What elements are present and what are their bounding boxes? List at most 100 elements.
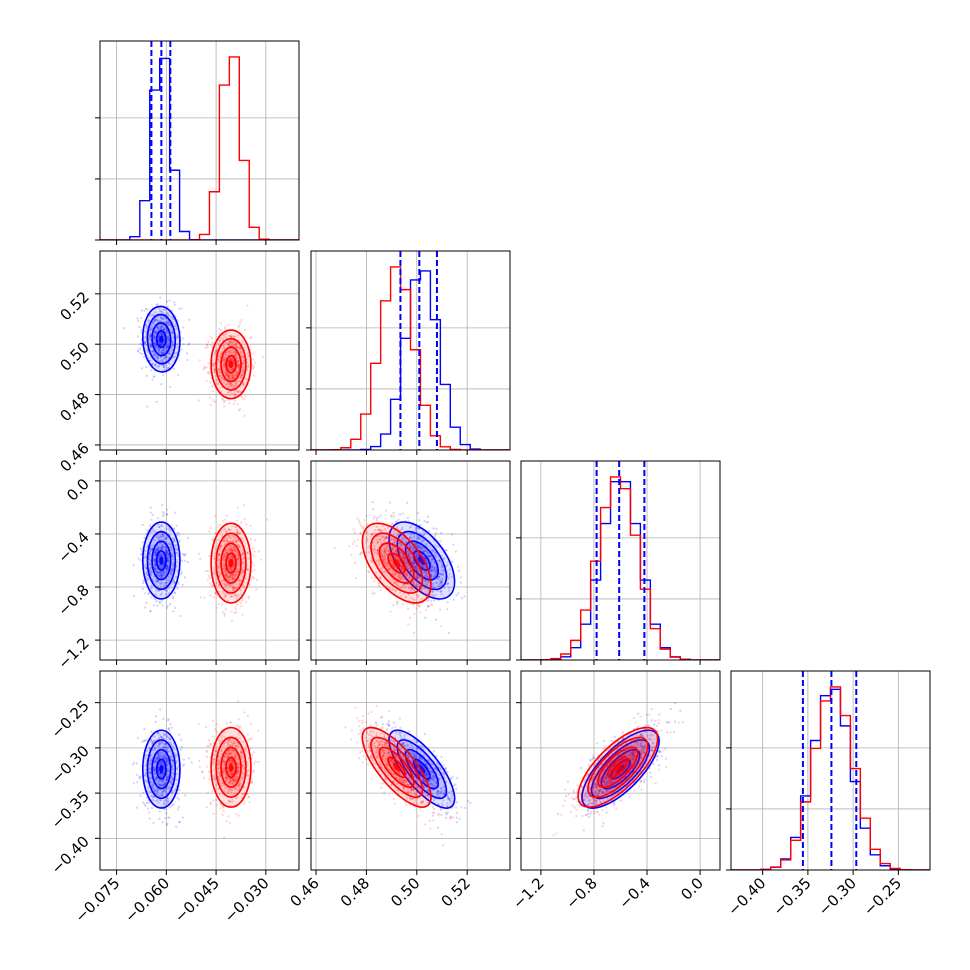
sample-point bbox=[231, 547, 234, 550]
sample-point bbox=[440, 578, 444, 581]
sample-point bbox=[400, 543, 403, 546]
sample-point bbox=[153, 529, 156, 532]
sample-point bbox=[402, 584, 405, 587]
sample-point bbox=[230, 573, 233, 577]
sample-point bbox=[417, 595, 420, 598]
sample-point bbox=[233, 384, 237, 387]
sample-point bbox=[426, 515, 430, 518]
sample-point bbox=[353, 561, 357, 565]
sample-point bbox=[232, 561, 236, 564]
sample-point bbox=[431, 565, 434, 568]
sample-point bbox=[422, 530, 425, 533]
sample-point bbox=[177, 798, 181, 801]
sample-point bbox=[246, 353, 249, 356]
sample-point bbox=[166, 759, 169, 762]
sample-point bbox=[430, 603, 433, 606]
sample-point bbox=[242, 552, 245, 555]
sample-point bbox=[435, 569, 438, 572]
sample-point bbox=[418, 547, 421, 550]
sample-point bbox=[231, 584, 234, 587]
sample-point bbox=[151, 806, 154, 810]
sample-point bbox=[397, 574, 400, 577]
sample-point bbox=[168, 542, 171, 546]
sample-point bbox=[213, 352, 216, 355]
sample-point bbox=[239, 390, 242, 393]
sample-point bbox=[153, 336, 156, 339]
sample-point bbox=[392, 515, 396, 518]
sample-point bbox=[251, 753, 254, 756]
sample-point bbox=[166, 330, 169, 333]
sample-point bbox=[161, 573, 164, 576]
sample-point bbox=[221, 603, 224, 606]
sample-point bbox=[143, 803, 146, 806]
sample-point bbox=[361, 551, 364, 554]
sample-point bbox=[384, 558, 387, 561]
sample-point bbox=[229, 555, 232, 558]
sample-point bbox=[149, 328, 152, 331]
sample-point bbox=[392, 556, 396, 559]
sample-point bbox=[166, 566, 170, 569]
sample-point bbox=[240, 355, 243, 358]
sample-point bbox=[238, 365, 241, 368]
sample-point bbox=[238, 380, 241, 383]
sample-point bbox=[409, 570, 412, 573]
sample-point bbox=[228, 575, 231, 579]
sample-point bbox=[150, 566, 153, 569]
sample-point bbox=[236, 360, 239, 363]
sample-point bbox=[150, 794, 154, 797]
sample-point bbox=[229, 567, 232, 570]
sample-point bbox=[244, 395, 247, 398]
sample-point bbox=[166, 581, 169, 584]
sample-point bbox=[144, 804, 147, 808]
sample-point bbox=[457, 592, 460, 595]
sample-point bbox=[170, 804, 173, 807]
sample-point bbox=[236, 558, 239, 561]
sample-point bbox=[401, 575, 404, 578]
density-peak bbox=[418, 556, 426, 565]
sample-point bbox=[147, 319, 150, 322]
sample-point bbox=[233, 339, 236, 343]
sample-point bbox=[392, 564, 395, 567]
sample-point bbox=[208, 576, 212, 579]
sample-point bbox=[398, 542, 401, 545]
sample-point bbox=[160, 317, 164, 321]
sample-point bbox=[165, 549, 168, 552]
sample-point bbox=[403, 557, 407, 560]
sample-point bbox=[206, 343, 209, 347]
sample-point bbox=[153, 336, 156, 339]
sample-point bbox=[238, 324, 241, 327]
sample-point bbox=[136, 736, 139, 740]
sample-point bbox=[422, 550, 425, 553]
sample-point bbox=[251, 352, 255, 355]
sample-point bbox=[149, 610, 152, 613]
sample-point bbox=[234, 350, 237, 353]
sample-point bbox=[383, 551, 387, 554]
sample-point bbox=[231, 374, 234, 378]
sample-point bbox=[235, 351, 238, 355]
sample-point bbox=[414, 561, 417, 564]
sample-point bbox=[399, 586, 402, 589]
sample-point bbox=[246, 355, 249, 358]
sample-point bbox=[421, 540, 424, 543]
sample-point bbox=[382, 560, 385, 563]
sample-point bbox=[419, 560, 422, 563]
sample-point bbox=[155, 799, 158, 802]
sample-point bbox=[230, 619, 233, 622]
sample-point bbox=[180, 572, 183, 576]
sample-point bbox=[427, 599, 430, 602]
sample-point bbox=[214, 351, 217, 354]
sample-point bbox=[139, 794, 142, 797]
sample-point bbox=[230, 569, 234, 572]
sample-point bbox=[155, 343, 158, 346]
sample-point bbox=[166, 556, 169, 559]
sample-point bbox=[390, 528, 393, 531]
sample-point bbox=[203, 366, 206, 370]
sample-point bbox=[166, 329, 169, 332]
sample-point bbox=[441, 565, 444, 568]
density-peak bbox=[228, 360, 234, 369]
sample-point bbox=[398, 568, 401, 571]
sample-point bbox=[225, 333, 228, 336]
sample-point bbox=[153, 565, 156, 569]
sample-point bbox=[412, 581, 415, 585]
sample-point bbox=[149, 334, 152, 337]
